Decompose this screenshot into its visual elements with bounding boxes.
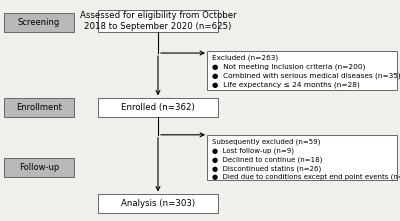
Text: Screening: Screening	[18, 18, 60, 27]
Text: Enrollment: Enrollment	[16, 103, 62, 112]
Bar	[4, 13, 74, 32]
Text: Follow-up: Follow-up	[19, 163, 59, 172]
Bar	[98, 194, 218, 213]
Text: Enrolled (n=362): Enrolled (n=362)	[121, 103, 195, 112]
Bar	[4, 98, 74, 117]
Bar	[98, 10, 218, 32]
Text: Excluded (n=263)
●  Not meeting inclusion criteria (n=200)
●  Combined with seri: Excluded (n=263) ● Not meeting inclusion…	[212, 55, 400, 88]
Bar	[207, 51, 397, 90]
Bar	[98, 98, 218, 117]
Bar	[4, 158, 74, 177]
Text: Subsequently excluded (n=59)
●  Lost follow-up (n=9)
●  Declined to continue (n=: Subsequently excluded (n=59) ● Lost foll…	[212, 139, 400, 180]
Text: Assessed for eligibility from October
2018 to September 2020 (n=625): Assessed for eligibility from October 20…	[80, 11, 236, 31]
Text: Analysis (n=303): Analysis (n=303)	[121, 199, 195, 208]
Bar	[207, 135, 397, 180]
